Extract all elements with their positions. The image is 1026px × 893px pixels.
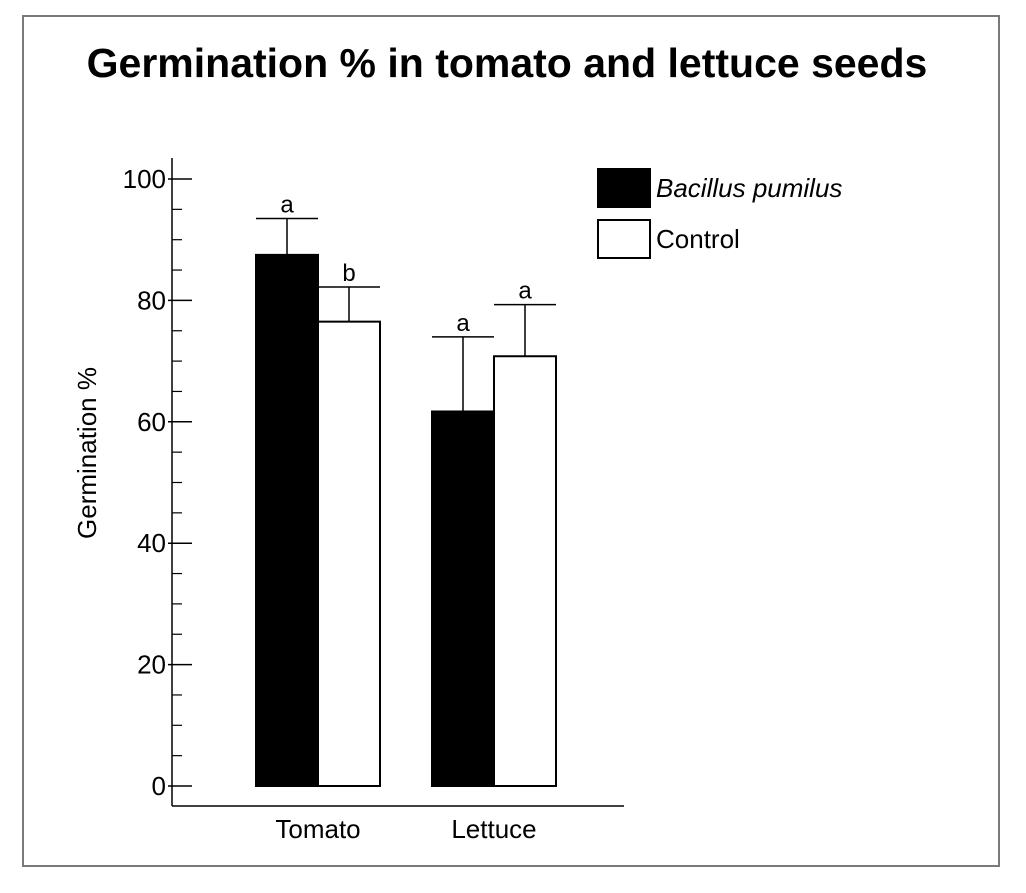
bar (255, 253, 319, 787)
x-category-label: Lettuce (451, 814, 536, 844)
legend: Bacillus pumilus Control (597, 168, 842, 259)
legend-swatch (597, 219, 651, 259)
significance-label: a (518, 278, 532, 305)
chart-title: Germination % in tomato and lettuce seed… (86, 40, 928, 86)
legend-swatch (597, 168, 651, 208)
y-tick-label: 80 (137, 285, 166, 315)
bar (317, 320, 381, 787)
significance-label: a (280, 191, 294, 218)
significance-label: a (456, 310, 470, 337)
bar (493, 355, 557, 787)
y-tick-label: 40 (137, 528, 166, 558)
bars: a b a a (255, 191, 557, 787)
legend-label: Bacillus pumilus (656, 173, 842, 203)
axes: 0 20 40 60 80 100 Germination % Tomato Lettuce (72, 158, 624, 844)
y-tick-label: 20 (137, 650, 166, 680)
y-tick-label: 100 (123, 164, 166, 194)
significance-label: b (342, 260, 355, 287)
y-axis-title: Germination % (72, 367, 102, 539)
y-tick-label: 60 (137, 407, 166, 437)
x-category-label: Tomato (275, 814, 360, 844)
bar (431, 410, 495, 787)
legend-label: Control (656, 224, 740, 254)
y-tick-label: 0 (152, 771, 166, 801)
